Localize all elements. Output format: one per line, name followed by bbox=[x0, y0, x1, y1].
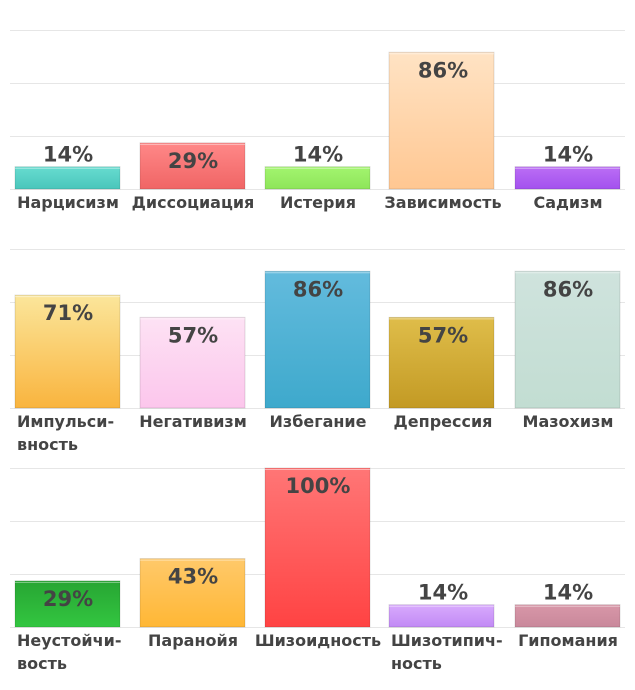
category-label: Диссоциация bbox=[132, 193, 255, 212]
bar-value-label: 14% bbox=[43, 143, 93, 167]
bar bbox=[139, 316, 246, 409]
category-label: Избегание bbox=[270, 412, 367, 431]
bar-value-label: 43% bbox=[168, 565, 218, 589]
bar-value-label: 14% bbox=[543, 581, 593, 605]
bar bbox=[264, 270, 371, 409]
bar bbox=[388, 51, 495, 190]
bar-value-label: 14% bbox=[418, 581, 468, 605]
bar-value-label: 100% bbox=[286, 474, 351, 498]
category-label: Депрессия bbox=[394, 412, 493, 431]
bar bbox=[388, 316, 495, 409]
bar-value-label: 86% bbox=[293, 277, 343, 301]
bar-value-label: 29% bbox=[43, 587, 93, 611]
category-label: Мазохизм bbox=[523, 412, 614, 431]
category-label: Нарцисизм bbox=[17, 193, 119, 212]
bar-value-label: 14% bbox=[293, 143, 343, 167]
bar-value-label: 57% bbox=[168, 323, 218, 347]
bar bbox=[139, 142, 246, 190]
bar bbox=[264, 166, 371, 190]
bar bbox=[14, 166, 121, 190]
bar bbox=[139, 558, 246, 628]
bar bbox=[514, 166, 621, 190]
category-label: Шизотипич-ность bbox=[391, 631, 503, 673]
bar bbox=[14, 294, 121, 409]
category-label: Неустойчи-вость bbox=[17, 631, 121, 673]
category-label: Гипомания bbox=[518, 631, 618, 650]
bar-value-label: 86% bbox=[543, 277, 593, 301]
category-label: Садизм bbox=[533, 193, 602, 212]
category-label: Импульси-вность bbox=[17, 412, 114, 454]
category-label: Истерия bbox=[280, 193, 356, 212]
bar bbox=[514, 604, 621, 628]
bar bbox=[388, 604, 495, 628]
bar-value-label: 29% bbox=[168, 149, 218, 173]
category-label: Паранойя bbox=[148, 631, 238, 650]
bar-value-label: 71% bbox=[43, 301, 93, 325]
bar-value-label: 86% bbox=[418, 58, 468, 82]
bar-value-label: 57% bbox=[418, 323, 468, 347]
category-label: Негативизм bbox=[139, 412, 247, 431]
bar bbox=[14, 580, 121, 628]
category-label: Зависимость bbox=[384, 193, 501, 212]
bar bbox=[264, 467, 371, 628]
category-label: Шизоидность bbox=[255, 631, 381, 650]
bar-value-label: 14% bbox=[543, 143, 593, 167]
bar bbox=[514, 270, 621, 409]
